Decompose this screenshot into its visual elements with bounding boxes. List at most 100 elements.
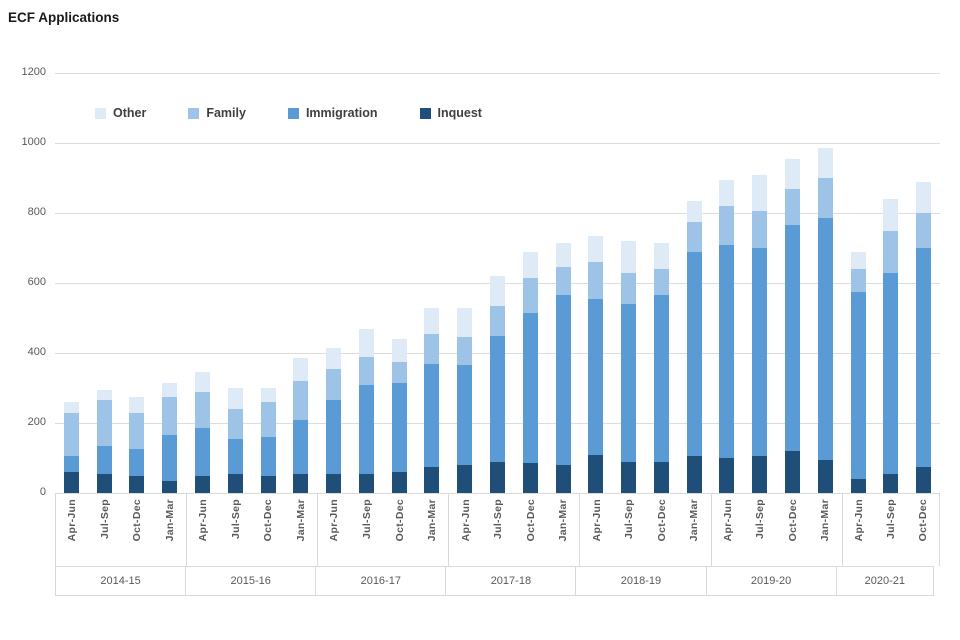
bar-segment-inquest bbox=[588, 454, 604, 493]
bar-segment-other bbox=[785, 158, 800, 189]
bar-15 bbox=[555, 242, 571, 493]
x-quarter-label: Apr-Jun bbox=[721, 499, 734, 542]
bar-segment-immigration bbox=[850, 291, 866, 479]
bar-segment-family bbox=[129, 412, 145, 450]
bar-segment-family bbox=[916, 213, 932, 248]
bar-segment-inquest bbox=[162, 480, 178, 493]
legend-swatch-immigration-icon bbox=[287, 107, 299, 119]
bar-segment-family bbox=[195, 391, 210, 429]
legend-item-inquest: Inquest bbox=[419, 106, 482, 120]
bar-segment-inquest bbox=[129, 475, 145, 493]
bar-segment-inquest bbox=[785, 451, 800, 493]
legend-swatch-family-icon bbox=[188, 107, 200, 119]
bar-segment-immigration bbox=[391, 382, 407, 472]
gridline-800 bbox=[55, 212, 940, 214]
x-quarter-slot: Jul-Sep bbox=[482, 494, 515, 566]
bar-3 bbox=[162, 382, 178, 493]
bar-segment-immigration bbox=[653, 295, 669, 462]
bar-5 bbox=[227, 388, 243, 493]
bar-segment-immigration bbox=[490, 335, 505, 462]
bar-12 bbox=[457, 307, 473, 493]
quarter-group-2017-18: Apr-Jun Jul-Sep Oct-Dec Jan-Mar bbox=[448, 494, 579, 566]
bar-segment-immigration bbox=[260, 437, 276, 476]
x-quarter-label: Apr-Jun bbox=[328, 499, 341, 542]
x-quarter-slot: Jul-Sep bbox=[744, 494, 777, 566]
x-quarter-label: Apr-Jun bbox=[852, 499, 865, 542]
bar-segment-immigration bbox=[227, 438, 243, 474]
bar-segment-immigration bbox=[555, 295, 571, 465]
bar-segment-family bbox=[555, 267, 571, 296]
x-year-label-2016-17: 2016-17 bbox=[315, 566, 447, 596]
bar-25 bbox=[883, 199, 899, 493]
x-quarter-label: Oct-Dec bbox=[393, 499, 406, 542]
x-quarter-slot: Jul-Sep bbox=[875, 494, 907, 566]
bar-segment-other bbox=[522, 251, 538, 278]
y-tick-label-800: 800 bbox=[27, 206, 46, 218]
x-quarter-label: Jan-Mar bbox=[163, 499, 176, 542]
x-quarter-slot: Jul-Sep bbox=[613, 494, 646, 566]
bar-segment-other bbox=[719, 179, 735, 206]
x-year-label-2018-19: 2018-19 bbox=[575, 566, 707, 596]
legend-item-family: Family bbox=[188, 106, 246, 120]
bar-segment-other bbox=[162, 382, 178, 397]
bar-segment-family bbox=[785, 188, 800, 226]
bar-segment-other bbox=[96, 389, 112, 401]
x-quarter-slot: Apr-Jun bbox=[318, 494, 351, 566]
legend-label-inquest: Inquest bbox=[437, 106, 482, 120]
x-quarter-slot: Jul-Sep bbox=[89, 494, 122, 566]
x-quarter-label: Apr-Jun bbox=[459, 499, 472, 542]
x-quarter-label: Jul-Sep bbox=[98, 499, 111, 540]
bar-segment-other bbox=[817, 148, 833, 178]
bar-segment-family bbox=[490, 305, 505, 336]
bar-segment-inquest bbox=[195, 475, 210, 493]
y-tick-label-200: 200 bbox=[27, 416, 46, 428]
bar-segment-immigration bbox=[293, 419, 309, 474]
bar-1 bbox=[96, 389, 112, 493]
bar-segment-inquest bbox=[916, 466, 932, 493]
bar-segment-immigration bbox=[96, 445, 112, 474]
bar-segment-other bbox=[63, 402, 79, 413]
x-quarter-slot: Oct-Dec bbox=[121, 494, 154, 566]
bar-segment-immigration bbox=[326, 400, 342, 474]
bar-segment-family bbox=[457, 337, 473, 366]
quarter-group-2014-15: Apr-Jun Jul-Sep Oct-Dec Jan-Mar bbox=[55, 494, 186, 566]
bar-segment-inquest bbox=[63, 472, 79, 493]
bar-segment-immigration bbox=[719, 244, 735, 458]
x-quarter-label: Jul-Sep bbox=[229, 499, 242, 540]
x-year-label-2015-16: 2015-16 bbox=[185, 566, 317, 596]
bar-segment-other bbox=[686, 200, 702, 222]
x-quarter-label: Oct-Dec bbox=[262, 499, 275, 542]
x-quarter-slot: Apr-Jun bbox=[187, 494, 220, 566]
x-quarter-slot: Oct-Dec bbox=[514, 494, 547, 566]
bar-segment-family bbox=[424, 333, 440, 364]
bar-2 bbox=[129, 396, 145, 493]
bar-segment-family bbox=[621, 272, 637, 304]
legend: Other Family Immigration Inquest bbox=[95, 106, 482, 120]
x-quarter-slot: Oct-Dec bbox=[907, 494, 939, 566]
bar-segment-inquest bbox=[522, 463, 538, 493]
bar-segment-other bbox=[653, 242, 669, 269]
bar-segment-inquest bbox=[358, 473, 374, 493]
x-quarter-slot: Apr-Jun bbox=[580, 494, 613, 566]
legend-swatch-other-icon bbox=[95, 107, 106, 119]
x-quarter-label: Jul-Sep bbox=[754, 499, 767, 540]
bar-6 bbox=[260, 388, 276, 493]
legend-item-other: Other bbox=[95, 106, 146, 120]
quarter-group-2020-21: Apr-Jun Jul-Sep Oct-Dec bbox=[841, 494, 940, 566]
bar-segment-immigration bbox=[817, 218, 833, 460]
bar-segment-inquest bbox=[227, 473, 243, 493]
bar-segment-inquest bbox=[883, 473, 899, 493]
y-tick-label-1200: 1200 bbox=[21, 66, 46, 78]
bar-segment-immigration bbox=[457, 365, 473, 465]
bar-segment-immigration bbox=[195, 428, 210, 476]
bar-11 bbox=[424, 307, 440, 493]
bar-segment-inquest bbox=[424, 466, 440, 493]
x-quarter-slot: Jul-Sep bbox=[220, 494, 253, 566]
bar-segment-other bbox=[293, 358, 309, 381]
bar-segment-family bbox=[752, 211, 768, 248]
x-quarter-label: Jul-Sep bbox=[361, 499, 374, 540]
bar-segment-immigration bbox=[621, 304, 637, 462]
bar-segment-family bbox=[850, 269, 866, 292]
bar-segment-other bbox=[129, 396, 145, 413]
